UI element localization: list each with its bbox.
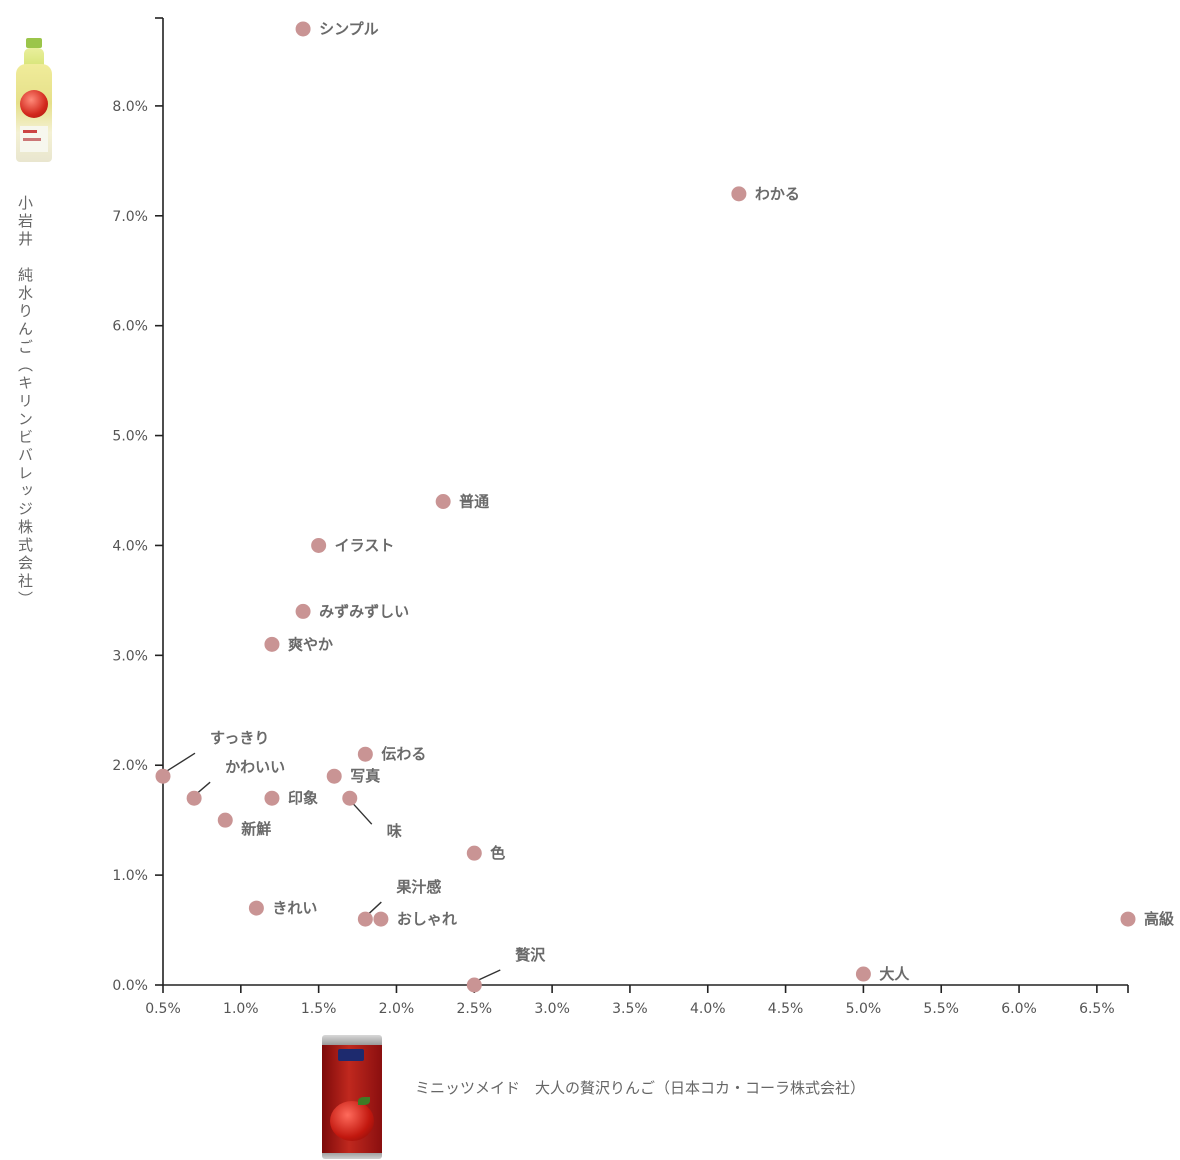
point-label: イラスト: [335, 536, 395, 554]
data-point: [1120, 911, 1136, 927]
point-label: おしゃれ: [397, 910, 457, 928]
x-tick-label: 1.0%: [223, 1001, 259, 1017]
data-point: [264, 790, 280, 806]
x-tick-label: 4.0%: [690, 1001, 726, 1017]
point-label: 大人: [879, 965, 910, 983]
axes: [155, 17, 1129, 993]
point-label: 味: [387, 822, 402, 840]
leader-lines: [164, 752, 501, 982]
data-point: [155, 768, 171, 784]
point-label: 果汁感: [395, 878, 441, 896]
data-point: [373, 911, 389, 927]
point-label: 印象: [288, 789, 318, 807]
data-point: [342, 790, 358, 806]
x-tick-label: 5.0%: [846, 1001, 882, 1017]
data-point: [295, 21, 311, 37]
point-label: すっきり: [210, 729, 269, 747]
x-ticks: 0.5% 1.0% 1.5% 2.0% 2.5% 3.0% 3.5% 4.0% 4.5% 5.0%…: [145, 985, 1115, 1017]
x-tick-label: 0.5%: [145, 1001, 181, 1017]
leader-line: [164, 752, 196, 773]
leader-line: [351, 801, 373, 825]
point-label: 新鮮: [241, 820, 271, 838]
data-point: [466, 845, 482, 861]
point-label: 爽やか: [288, 635, 333, 653]
y-ticks: 0.0% 1.0% 2.0% 3.0% 4.0% 5.0% 6.0% 7.0% 8.0%: [112, 99, 163, 994]
koiwai-apple-bottle-image: [14, 38, 54, 162]
point-label: 写真: [350, 767, 380, 785]
data-point: [295, 603, 311, 619]
data-point: [248, 900, 264, 916]
point-label: 贅沢: [515, 946, 546, 964]
y-axis-title: 小岩井 純水りんご（キリンビバレッジ株式会社）: [16, 195, 34, 609]
data-point: [466, 977, 482, 993]
x-tick-label: 3.5%: [612, 1001, 648, 1017]
data-point: [855, 966, 871, 982]
x-axis-title: ミニッツメイド 大人の贅沢りんご（日本コカ・コーラ株式会社）: [415, 1079, 866, 1097]
point-label: 高級: [1144, 910, 1174, 928]
x-tick-label: 4.5%: [768, 1001, 804, 1017]
y-tick-label: 0.0%: [112, 978, 148, 994]
data-point: [326, 768, 342, 784]
y-tick-label: 8.0%: [112, 99, 148, 115]
y-tick-label: 1.0%: [112, 868, 148, 884]
data-points: [155, 21, 1136, 993]
x-tick-label: 2.5%: [457, 1001, 493, 1017]
point-label: 色: [490, 844, 505, 862]
data-point: [357, 911, 373, 927]
leader-line: [475, 969, 501, 982]
y-tick-label: 7.0%: [112, 209, 148, 225]
x-tick-label: 2.0%: [379, 1001, 415, 1017]
point-label: 伝わる: [381, 745, 426, 763]
data-point: [264, 636, 280, 652]
y-tick-label: 3.0%: [112, 648, 148, 664]
data-point: [357, 746, 373, 762]
x-tick-label: 5.5%: [923, 1001, 959, 1017]
y-tick-label: 4.0%: [112, 538, 148, 554]
point-label: シンプル: [319, 20, 379, 38]
data-point: [186, 790, 202, 806]
x-tick-label: 6.5%: [1079, 1001, 1115, 1017]
x-tick-label: 6.0%: [1001, 1001, 1037, 1017]
data-point: [217, 812, 233, 828]
point-label: わかる: [755, 185, 800, 203]
leader-line: [366, 901, 382, 916]
point-label: かわいい: [225, 758, 285, 776]
minute-maid-apple-can-image: [322, 1035, 382, 1159]
point-label: きれい: [272, 899, 317, 917]
point-label: みずみずしい: [319, 602, 409, 620]
data-point: [731, 186, 747, 202]
data-point: [435, 494, 451, 509]
x-tick-label: 3.0%: [534, 1001, 570, 1017]
point-label: 普通: [459, 493, 489, 511]
y-tick-label: 2.0%: [112, 758, 148, 774]
data-point: [311, 537, 327, 553]
y-tick-label: 5.0%: [112, 429, 148, 445]
x-tick-label: 1.5%: [301, 1001, 337, 1017]
y-tick-label: 6.0%: [112, 319, 148, 335]
